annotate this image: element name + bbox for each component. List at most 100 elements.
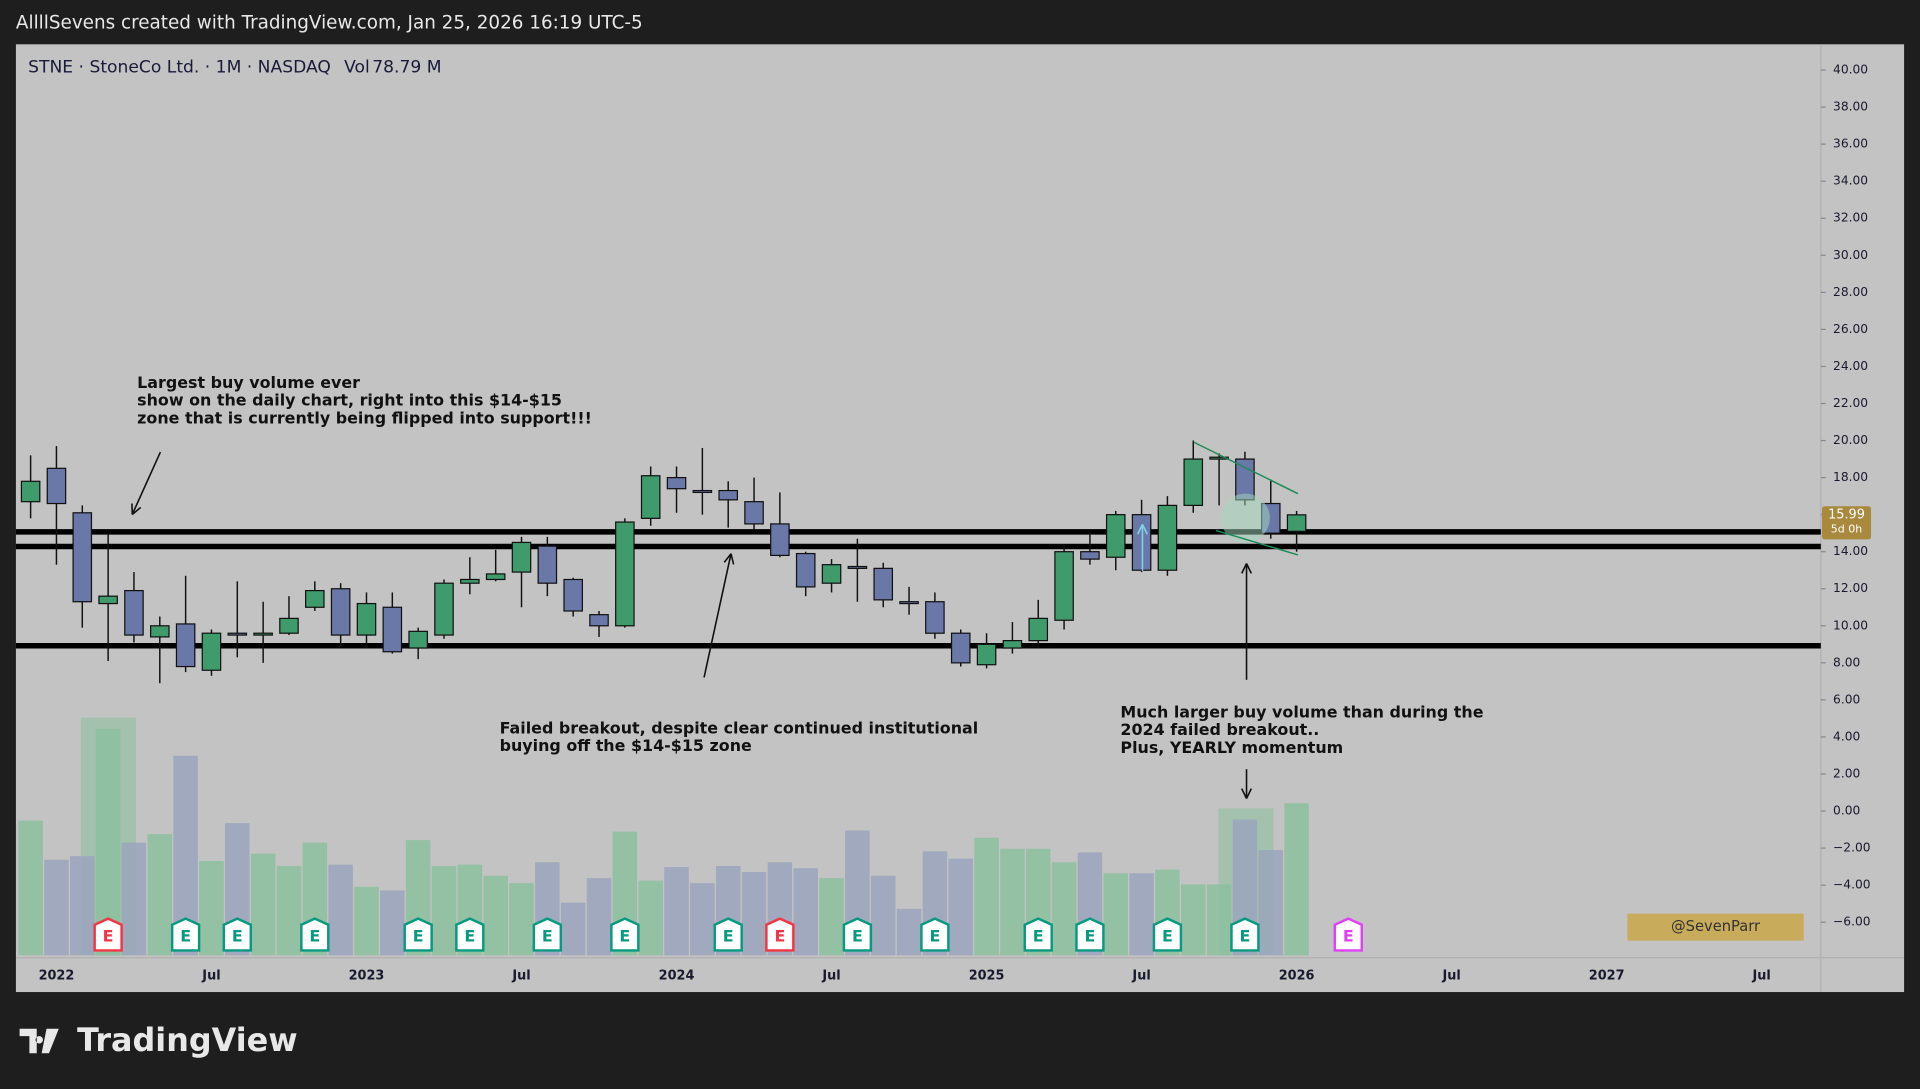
candle-body	[330, 588, 351, 636]
earnings-label: E	[1343, 926, 1354, 945]
candle-body	[279, 617, 299, 634]
watermark: @SevenParr	[1671, 918, 1761, 935]
x-tick-label: Jul	[1131, 969, 1150, 984]
y-tick-label: 32.00	[1833, 211, 1868, 225]
x-tick-label: 2024	[659, 969, 695, 984]
volume-bar	[1129, 873, 1154, 956]
last-price-label: 15.99	[1828, 507, 1865, 522]
candle-body	[1028, 617, 1049, 642]
annotation: Much larger buy volume than during the	[1120, 702, 1483, 721]
earnings-label: E	[413, 926, 424, 945]
y-tick-label: 40.00	[1833, 63, 1868, 77]
candle-body	[20, 480, 41, 503]
candle-body	[1080, 551, 1100, 560]
candle-body	[46, 467, 67, 505]
annotation: 2024 failed breakout..	[1120, 720, 1319, 739]
candle-body	[1157, 504, 1178, 571]
earnings-badge	[403, 917, 433, 952]
arrow-head	[1141, 523, 1148, 535]
earnings-label: E	[1240, 926, 1251, 945]
y-tick-label: 38.00	[1833, 100, 1868, 114]
candle-body	[950, 632, 971, 664]
earnings-label: E	[723, 926, 734, 945]
earnings-label: E	[852, 926, 863, 945]
earnings-badge	[713, 917, 743, 952]
volume-bar	[664, 867, 689, 956]
earnings-label: E	[774, 926, 785, 945]
y-tick-label: 34.00	[1833, 174, 1868, 188]
earnings-badge	[532, 917, 563, 952]
candle-body	[460, 578, 480, 584]
earnings-badge	[300, 917, 330, 952]
candle-body	[770, 523, 790, 557]
candle-body	[899, 601, 919, 605]
candle-body	[1286, 514, 1307, 532]
candle-body	[795, 552, 816, 588]
volume-bar	[380, 890, 405, 956]
y-tick-label: 20.00	[1833, 433, 1868, 447]
earnings-label: E	[542, 926, 553, 945]
volume-bar	[18, 820, 43, 956]
earnings-badge	[920, 917, 950, 952]
earnings-badge	[170, 917, 201, 952]
y-tick-label: 0.00	[1833, 804, 1860, 818]
y-tick-label: 10.00	[1833, 618, 1868, 632]
annotation: show on the daily chart, right into this…	[137, 391, 562, 410]
volume-bar	[509, 883, 534, 956]
earnings-label: E	[232, 926, 243, 945]
brand-name: TradingView	[77, 1021, 298, 1059]
y-tick-label: 26.00	[1833, 322, 1868, 336]
earnings-badge	[1075, 917, 1105, 952]
candle-body	[434, 582, 454, 636]
candle-body	[976, 643, 997, 666]
volume-value: 78.79 M	[372, 58, 441, 78]
earnings-badge	[765, 917, 795, 952]
volume-bar	[1181, 884, 1206, 956]
candle-body	[821, 564, 842, 584]
y-tick-label: 8.00	[1833, 655, 1860, 669]
candle-body	[253, 632, 273, 636]
volume-bar	[870, 875, 896, 956]
volume-bar	[328, 864, 353, 956]
candle-body	[356, 602, 377, 636]
last-price-box	[1822, 506, 1872, 540]
volume-bar	[896, 908, 922, 956]
candle-body	[227, 632, 248, 636]
candle-body	[666, 476, 687, 490]
earnings-badge	[842, 917, 873, 952]
y-tick-label: −6.00	[1833, 915, 1871, 929]
trend-line	[1215, 529, 1299, 556]
volume-bar	[741, 871, 767, 956]
arrow-head	[730, 553, 735, 565]
y-tick-label: 6.00	[1833, 692, 1860, 706]
candle-body	[408, 630, 428, 649]
arrow-head	[1241, 788, 1248, 799]
candle-body	[382, 606, 403, 653]
earnings-badge	[1333, 917, 1363, 952]
volume-bar	[586, 878, 612, 956]
earnings-label: E	[464, 926, 475, 945]
volume-bar	[1206, 884, 1232, 956]
earnings-label: E	[1162, 926, 1173, 945]
earnings-badge	[610, 917, 640, 952]
candle-body	[485, 573, 506, 581]
arrow-head	[1245, 788, 1253, 799]
y-tick-label: −4.00	[1833, 878, 1871, 892]
volume-bar	[250, 853, 276, 956]
logo-mark	[19, 1028, 59, 1054]
earnings-badge	[1230, 917, 1260, 952]
candle-body	[1105, 514, 1126, 558]
highlight-circle	[1220, 493, 1270, 543]
earnings-label: E	[309, 926, 320, 945]
candle-body	[511, 541, 532, 573]
earnings-label: E	[1084, 926, 1095, 945]
x-tick-label: Jul	[1441, 969, 1460, 984]
volume-bar	[1258, 849, 1284, 956]
y-tick-label: 30.00	[1833, 248, 1868, 262]
candle-body	[150, 625, 170, 638]
earnings-badge	[222, 917, 253, 952]
x-tick-label: Jul	[201, 969, 220, 984]
candle-body	[201, 632, 222, 671]
candle-body	[718, 489, 739, 501]
